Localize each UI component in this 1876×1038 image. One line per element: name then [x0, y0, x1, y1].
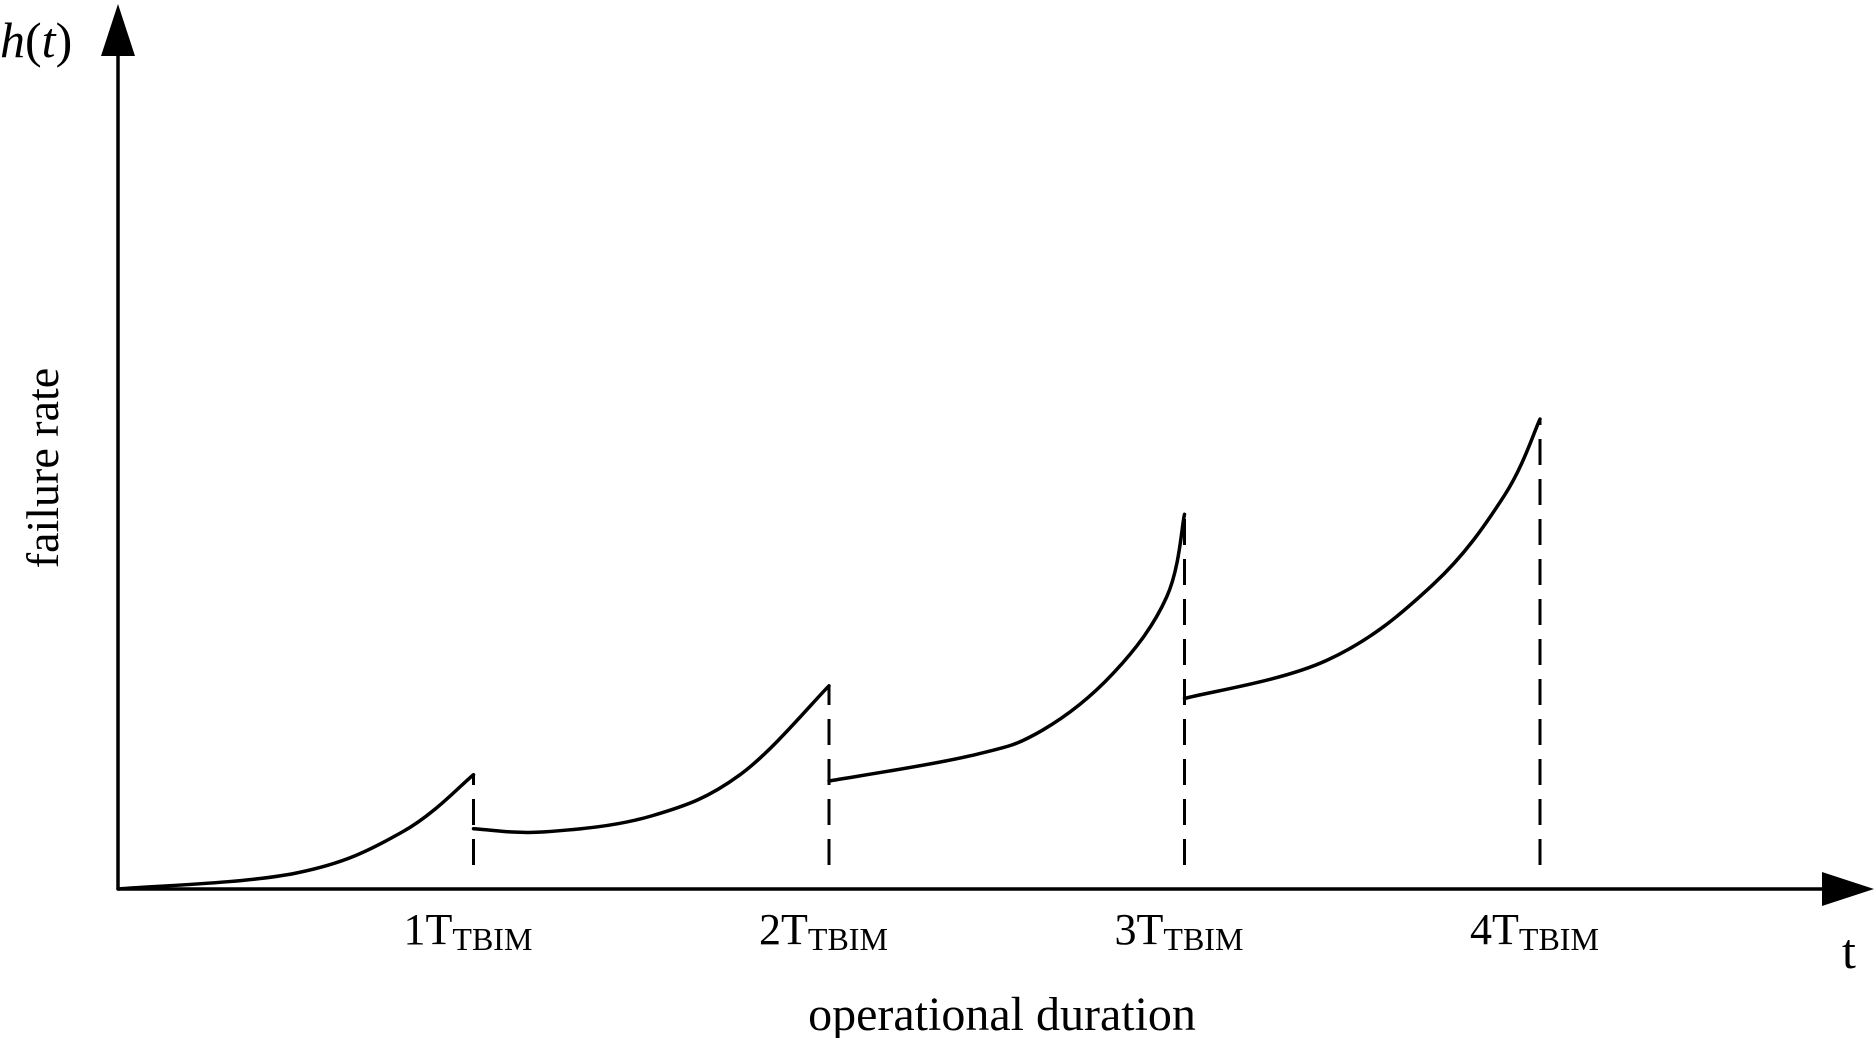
curve-cycle-4	[1182, 417, 1542, 701]
x-axis-label: operational duration	[808, 988, 1196, 1038]
curve-cycle-2	[471, 684, 831, 835]
x-axis-arrow	[1822, 872, 1874, 906]
x-tick-labels: 1TTBIM 2TTBIM 3TTBIM 4TTBIM	[404, 905, 1599, 957]
failure-rate-curves	[116, 417, 1542, 891]
y-axis-arrow	[101, 4, 135, 56]
x-tick-label-4: 4TTBIM	[1470, 905, 1599, 957]
y-symbol-close-paren: )	[56, 12, 73, 68]
x-axis-symbol: t	[1842, 923, 1856, 979]
x-tick-label-1: 1TTBIM	[404, 905, 533, 957]
y-symbol-function: h	[0, 12, 25, 68]
curve-cycle-1	[116, 772, 476, 891]
y-symbol-variable: t	[42, 12, 57, 68]
y-axis-label: failure rate	[17, 368, 68, 568]
curve-cycle-3	[827, 512, 1187, 783]
period-markers	[472, 419, 1542, 865]
y-axis-symbol: h(t)	[0, 12, 72, 68]
y-symbol-open-paren: (	[25, 12, 42, 68]
x-tick-label-2: 2TTBIM	[759, 905, 888, 957]
x-tick-label-3: 3TTBIM	[1115, 905, 1244, 957]
